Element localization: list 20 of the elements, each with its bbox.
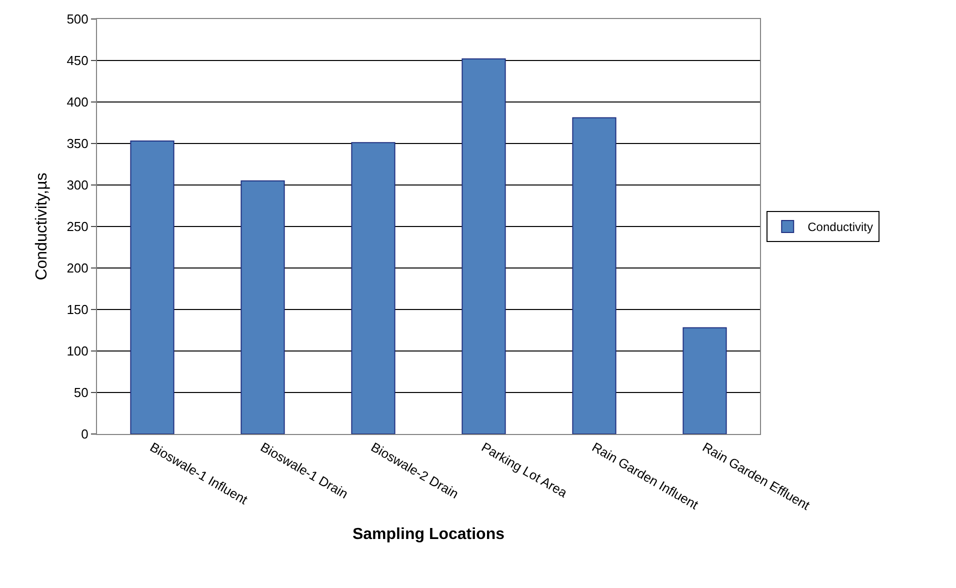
bar bbox=[682, 327, 727, 434]
y-tick-label: 400 bbox=[66, 94, 88, 110]
bar bbox=[462, 58, 506, 434]
legend-label: Conductivity bbox=[808, 220, 874, 234]
y-tick-label: 100 bbox=[66, 344, 88, 359]
bar bbox=[572, 117, 616, 434]
y-tick-label: 300 bbox=[66, 178, 88, 193]
y-tick-label: 500 bbox=[66, 12, 88, 27]
y-tick-label: 0 bbox=[81, 426, 88, 442]
y-tick-label: 350 bbox=[66, 136, 88, 152]
y-tick-label: 450 bbox=[66, 53, 88, 68]
bar bbox=[130, 140, 174, 434]
y-tick-label: 200 bbox=[66, 260, 88, 276]
y-tick-label: 50 bbox=[74, 385, 88, 400]
bar bbox=[351, 142, 396, 434]
bar bbox=[240, 180, 285, 434]
y-tick-label: 250 bbox=[66, 219, 88, 234]
x-axis-title: Sampling Locations bbox=[352, 526, 505, 543]
y-axis-title: Conductivity,µs bbox=[34, 172, 51, 280]
y-tick-label: 150 bbox=[66, 302, 88, 318]
